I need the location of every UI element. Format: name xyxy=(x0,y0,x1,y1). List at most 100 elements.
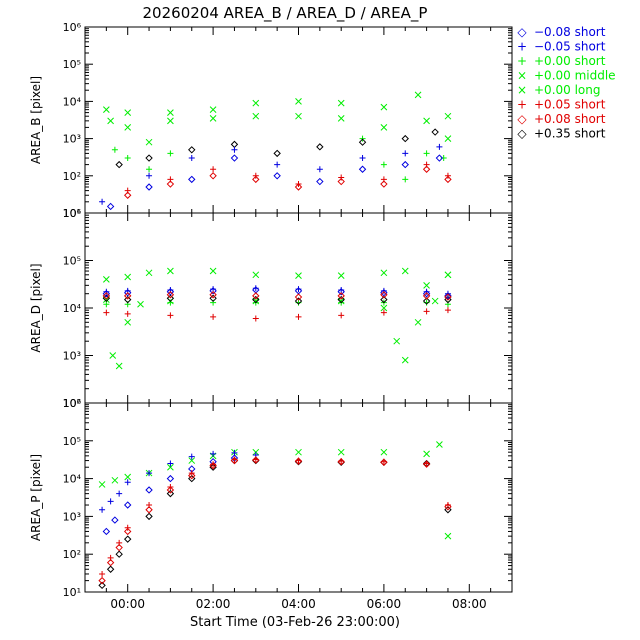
data-point xyxy=(423,281,430,289)
data-point xyxy=(273,172,281,180)
series--0-00-middle xyxy=(107,112,452,146)
data-point xyxy=(380,304,388,312)
y-tick-label: 10⁵ xyxy=(63,58,81,71)
data-point xyxy=(444,271,452,279)
y-tick-label: 10¹ xyxy=(63,207,81,220)
data-point xyxy=(230,154,239,162)
y-tick-label: 10² xyxy=(63,397,81,410)
y-axis-label: AREA_B [pixel] xyxy=(29,76,43,164)
data-point xyxy=(294,183,303,191)
y-tick-label: 10⁶ xyxy=(63,397,82,410)
x-tick-label: 00:00 xyxy=(110,597,145,611)
x-tick-label: 08:00 xyxy=(452,597,487,611)
y-tick-label: 10¹ xyxy=(63,586,81,599)
data-point xyxy=(444,502,451,509)
data-point xyxy=(337,272,345,279)
data-point xyxy=(145,183,153,191)
y-tick-label: 10⁴ xyxy=(63,302,82,315)
legend-label: +0.00 short xyxy=(534,54,606,68)
data-point xyxy=(210,450,217,457)
data-point xyxy=(106,202,115,211)
data-point xyxy=(166,489,175,498)
data-point xyxy=(188,453,195,460)
data-point xyxy=(166,288,175,296)
data-point xyxy=(252,175,260,184)
legend-symbol: ◇ xyxy=(517,25,527,39)
data-point xyxy=(115,550,123,558)
data-point xyxy=(274,161,281,168)
data-point xyxy=(337,292,345,300)
data-point xyxy=(423,150,430,157)
data-point xyxy=(115,160,123,169)
data-point xyxy=(337,295,345,304)
data-point xyxy=(294,293,303,301)
legend-label: +0.08 short xyxy=(534,112,606,126)
panel-top: 10¹ 10² 10³ 10⁴ 10⁵ 10⁶ AREA_B [pixel] xyxy=(29,21,513,220)
series--0-05-short xyxy=(103,307,451,322)
data-points xyxy=(98,441,452,590)
data-point xyxy=(210,313,217,320)
data-point xyxy=(124,310,131,317)
data-point xyxy=(123,288,132,297)
data-point xyxy=(230,456,239,465)
data-point xyxy=(123,292,132,300)
data-point xyxy=(295,112,302,120)
series--0-05-short xyxy=(103,285,451,297)
data-point xyxy=(209,115,217,122)
y-tick-label: 10⁶ xyxy=(63,21,82,34)
data-point xyxy=(167,299,174,306)
data-point xyxy=(402,150,409,157)
data-point xyxy=(210,166,217,173)
data-point xyxy=(103,301,110,308)
data-point xyxy=(145,512,153,521)
legend-symbol: + xyxy=(517,54,527,68)
panel-bottom: 10¹ 10² 10³ 10⁴ 10⁵ 10⁶ 00:00 02:00 04:00 06:00 08… xyxy=(29,397,513,611)
data-point xyxy=(99,506,106,513)
data-point xyxy=(252,112,260,120)
data-point xyxy=(380,287,387,294)
data-point xyxy=(338,286,345,293)
data-point xyxy=(358,165,367,173)
data-point xyxy=(188,146,196,154)
data-point xyxy=(102,527,111,536)
data-point xyxy=(444,135,452,142)
legend-symbol: + xyxy=(517,98,527,112)
data-point xyxy=(116,490,123,497)
data-point xyxy=(252,315,259,322)
data-point xyxy=(124,109,132,116)
data-point xyxy=(115,362,123,370)
data-point xyxy=(380,458,388,467)
data-point xyxy=(124,124,132,131)
data-point xyxy=(145,486,153,494)
series--0-08-short xyxy=(123,165,452,199)
x-tick-label: 02:00 xyxy=(196,597,231,611)
data-point xyxy=(145,138,153,146)
data-point xyxy=(167,460,174,467)
data-point xyxy=(423,117,430,125)
data-point xyxy=(252,295,260,304)
data-point xyxy=(188,457,196,464)
data-point xyxy=(99,570,106,577)
data-point xyxy=(145,269,153,277)
data-point xyxy=(423,308,430,315)
data-point xyxy=(444,503,452,511)
data-point xyxy=(252,292,260,300)
data-point xyxy=(431,297,439,305)
data-point xyxy=(436,441,443,448)
data-point xyxy=(209,267,217,275)
series--0-05-short xyxy=(99,449,259,513)
data-point xyxy=(99,198,106,205)
data-point xyxy=(295,272,302,279)
data-point xyxy=(444,293,452,301)
legend-label: +0.00 middle xyxy=(534,69,616,83)
data-point xyxy=(402,176,409,183)
panel-middle: 10² 10³ 10⁴ 10⁵ 10⁶ AREA_D [pixel] xyxy=(29,207,513,410)
data-point xyxy=(123,535,132,543)
y-axis-label: AREA_P [pixel] xyxy=(29,454,43,541)
y-tick-label: 10² xyxy=(63,548,81,561)
data-point xyxy=(422,460,431,468)
data-point xyxy=(252,271,260,279)
data-point xyxy=(252,456,260,464)
